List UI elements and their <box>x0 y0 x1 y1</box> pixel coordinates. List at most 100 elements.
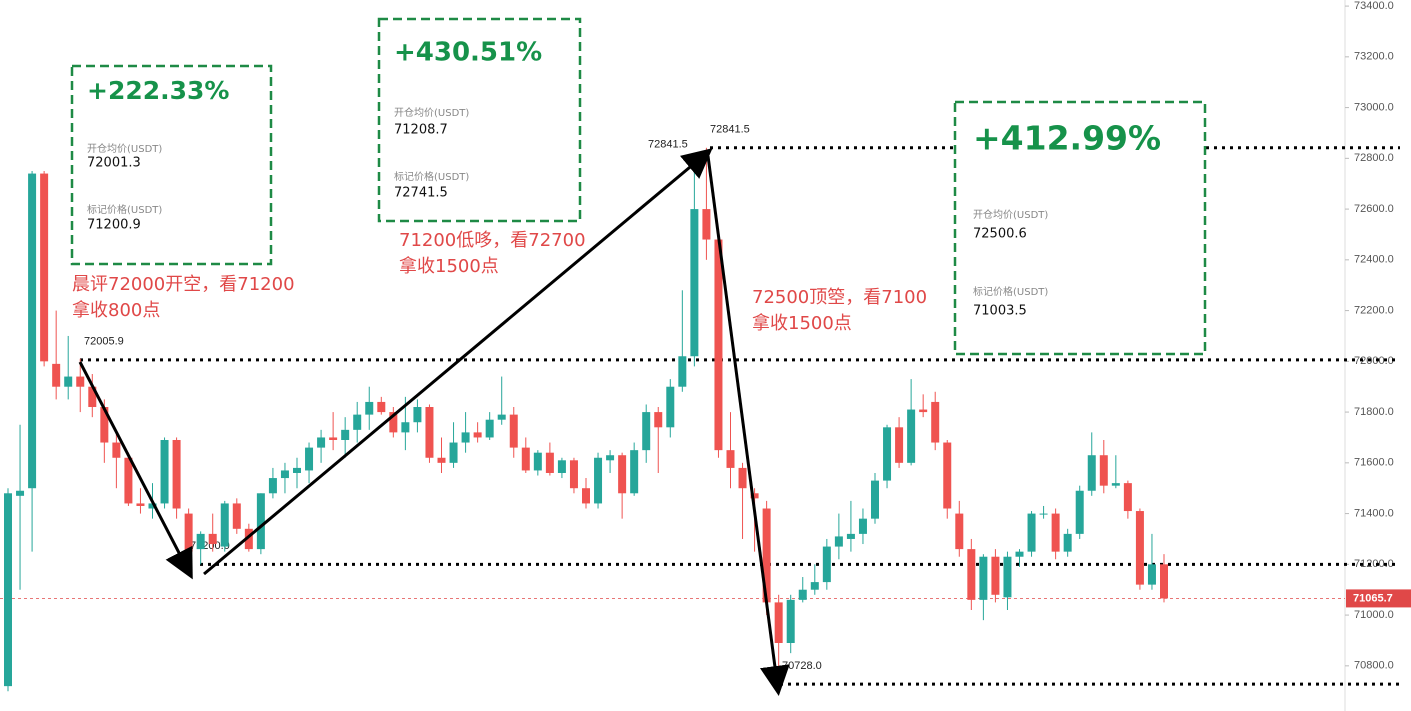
pnl: +222.33% <box>87 76 229 105</box>
candle-body <box>365 401 374 415</box>
candle-body <box>738 467 747 489</box>
level-label: 72841.5 <box>648 139 688 151</box>
candle-body <box>1015 551 1024 557</box>
candle-body <box>76 376 85 387</box>
candle-body <box>437 457 446 463</box>
candle-body <box>28 173 37 489</box>
candle-body <box>642 412 651 451</box>
level-label: 72005.9 <box>84 336 124 348</box>
label: 开仓均价(USDT) <box>394 106 469 119</box>
candle-body <box>389 412 398 433</box>
pnl-card <box>377 17 582 223</box>
candle-body <box>112 442 121 458</box>
value: 72500.6 <box>973 227 1027 242</box>
candle-body <box>1051 513 1060 552</box>
note: 拿收1500点 <box>399 255 499 277</box>
candle-body <box>341 429 350 440</box>
candle-body <box>329 437 338 440</box>
candle-body <box>305 447 314 471</box>
candle-body <box>256 493 265 550</box>
candle-body <box>1135 511 1144 585</box>
y-tick-label: 71200.0 <box>1354 558 1394 570</box>
candle-body <box>943 442 952 509</box>
candle-body <box>1075 490 1084 534</box>
candle-body <box>317 437 326 448</box>
candle-body <box>666 386 675 428</box>
candle-body <box>822 546 831 583</box>
y-tick-label: 73400.0 <box>1354 0 1394 12</box>
candle-body <box>449 442 458 463</box>
y-tick-label: 72000.0 <box>1354 355 1394 367</box>
candle-body <box>1123 483 1132 512</box>
candle-body <box>1099 455 1108 486</box>
candle-body <box>750 493 759 499</box>
candle-body <box>268 478 277 494</box>
y-tick-label: 70800.0 <box>1354 660 1394 672</box>
y-tick-label: 72600.0 <box>1354 203 1394 215</box>
candle-body <box>353 414 362 430</box>
candle-body <box>244 528 253 550</box>
candle-body <box>232 503 241 529</box>
candle-body <box>1111 483 1120 486</box>
candle-body <box>678 356 687 387</box>
value: 71200.9 <box>87 218 141 233</box>
candle-body <box>124 457 133 504</box>
candle-body <box>630 450 639 494</box>
candle-body <box>883 427 892 481</box>
candle-body <box>1027 513 1036 552</box>
candle-body <box>618 455 627 494</box>
candle-body <box>931 401 940 443</box>
candle-body <box>690 209 699 357</box>
candle-body <box>280 470 289 479</box>
arrow <box>203 148 713 576</box>
value: 72741.5 <box>394 186 448 201</box>
candle-body <box>136 503 145 506</box>
candle-body <box>919 409 928 413</box>
pnl: +430.51% <box>394 38 542 68</box>
candle-body <box>1087 455 1096 491</box>
candle-body <box>509 414 518 448</box>
label: 开仓均价(USDT) <box>87 142 162 155</box>
candle-body <box>401 422 410 433</box>
note: 71200低哆，看72700 <box>399 230 586 251</box>
arrow <box>706 155 790 696</box>
candle-body <box>64 376 73 387</box>
candle-body <box>40 173 49 362</box>
pnl-card <box>70 64 273 266</box>
candle-body <box>425 407 434 458</box>
candle-body <box>220 503 229 547</box>
candle-body <box>1003 556 1012 598</box>
last-price-tag <box>1346 589 1411 608</box>
label: 标记价格(USDT) <box>394 170 469 183</box>
candle-body <box>714 239 723 451</box>
candle-body <box>762 508 771 603</box>
y-tick-label: 72200.0 <box>1354 304 1394 316</box>
candle-body <box>148 503 157 509</box>
note: 晨评72000开空，看71200 <box>72 274 295 295</box>
candle-body <box>196 533 205 550</box>
candle-body <box>52 363 61 387</box>
candle-body <box>774 602 783 643</box>
level-label: 70728.0 <box>782 660 822 672</box>
candle-body <box>160 439 169 504</box>
candle-body <box>557 460 566 473</box>
candle-body <box>726 450 735 468</box>
candle-body <box>979 556 988 600</box>
last-price-label: 71065.7 <box>1353 592 1393 604</box>
candle-body <box>521 447 530 471</box>
candle-body <box>100 407 109 443</box>
candle-body <box>991 556 1000 595</box>
candle-body <box>1039 513 1048 515</box>
candle-body <box>545 452 554 473</box>
candle-body <box>834 536 843 547</box>
candle-body <box>184 513 193 552</box>
candle-body <box>967 549 976 600</box>
label: 标记价格(USDT) <box>973 285 1048 298</box>
value: 71208.7 <box>394 123 448 138</box>
y-tick-label: 72800.0 <box>1354 152 1394 164</box>
candle-body <box>485 419 494 438</box>
candle-body <box>594 457 603 504</box>
value: 72001.3 <box>87 156 141 171</box>
level-label: 72841.5 <box>710 124 750 136</box>
